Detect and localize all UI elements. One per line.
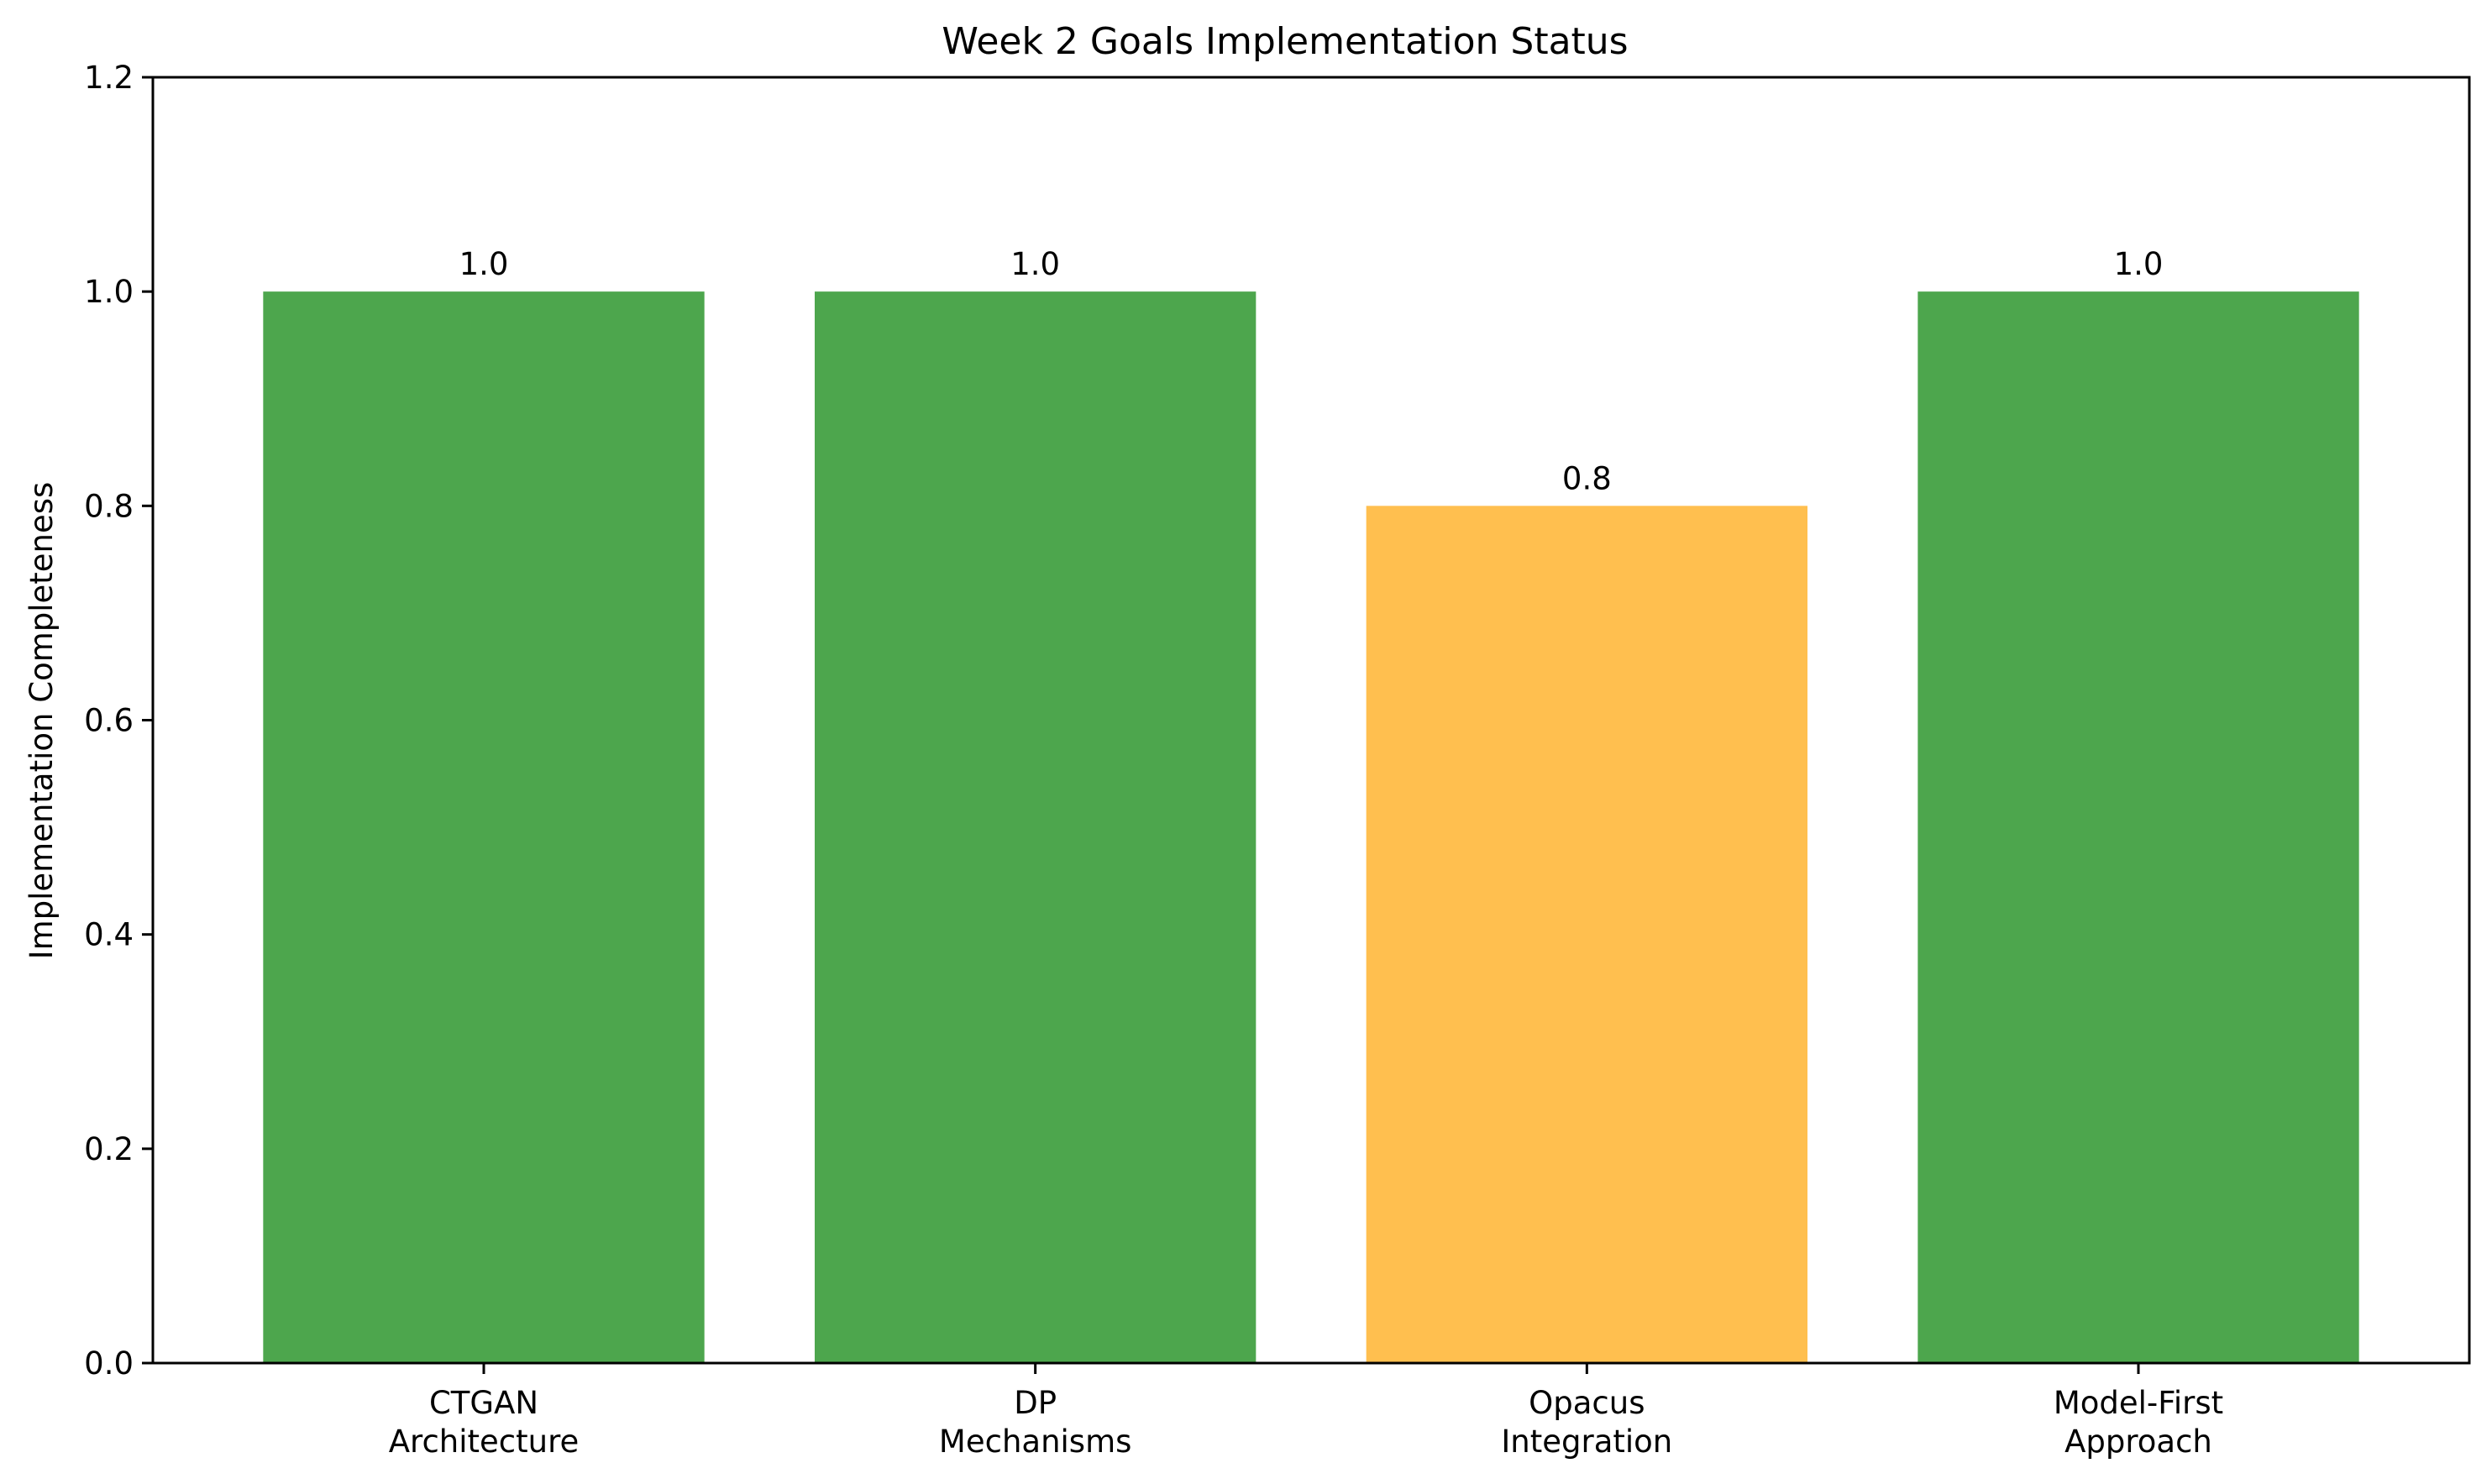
y-axis-label: Implementation Completeness xyxy=(24,482,60,960)
bar xyxy=(1366,506,1807,1363)
bar-value-label: 1.0 xyxy=(459,246,509,282)
bars-group xyxy=(263,291,2359,1364)
x-tick-label: CTGAN xyxy=(429,1385,538,1421)
bar-value-label: 1.0 xyxy=(2114,246,2164,282)
y-axis-ticks: 0.0 0.2 0.4 0.6 0.8 1.0 1.2 xyxy=(84,60,153,1382)
bar xyxy=(815,291,1256,1364)
bar xyxy=(263,291,705,1364)
x-tick-label: Integration xyxy=(1501,1424,1672,1460)
x-tick-label: DP xyxy=(1014,1385,1057,1421)
x-tick-label: Approach xyxy=(2064,1424,2212,1460)
y-tick-label: 1.0 xyxy=(84,274,134,310)
y-tick-label: 0.8 xyxy=(84,488,134,524)
value-labels-group: 1.0 1.0 0.8 1.0 xyxy=(459,246,2164,496)
bar xyxy=(1918,291,2359,1364)
y-tick-label: 1.2 xyxy=(84,60,134,96)
x-tick-label: Model-First xyxy=(2054,1385,2223,1421)
x-tick-label: Opacus xyxy=(1529,1385,1645,1421)
bar-value-label: 1.0 xyxy=(1010,246,1060,282)
x-tick-label: Architecture xyxy=(389,1424,580,1460)
plot-frame xyxy=(151,76,2471,1365)
y-tick-label: 0.0 xyxy=(84,1345,134,1382)
chart-title: Week 2 Goals Implementation Status xyxy=(942,20,1628,63)
bar-value-label: 0.8 xyxy=(1562,460,1612,496)
x-tick-label: Mechanisms xyxy=(939,1424,1131,1460)
y-tick-label: 0.6 xyxy=(84,703,134,739)
y-tick-label: 0.4 xyxy=(84,917,134,953)
y-tick-label: 0.2 xyxy=(84,1131,134,1167)
